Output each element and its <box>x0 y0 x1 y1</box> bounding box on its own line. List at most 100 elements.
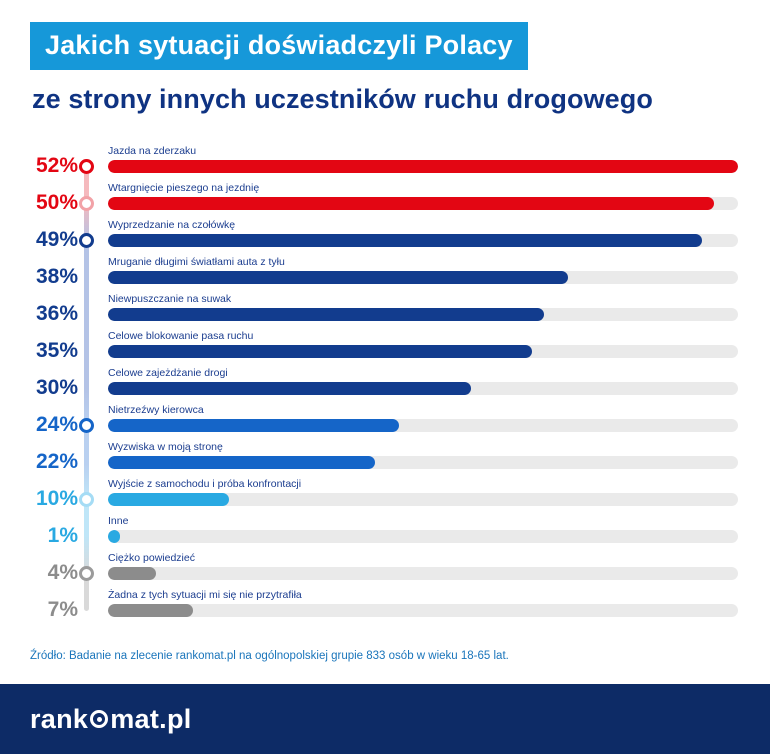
chart-row: 1% Inne <box>30 515 738 552</box>
bar-track <box>108 271 738 284</box>
row-bar-area: Żadna z tych sytuacji mi się nie przytra… <box>108 589 738 626</box>
bar <box>108 308 545 321</box>
category-spine-gradient <box>84 166 89 611</box>
bar-track <box>108 382 738 395</box>
row-marker-icon <box>79 566 94 581</box>
row-bar-area: Mruganie długimi światłami auta z tyłu <box>108 256 738 293</box>
bar-track <box>108 197 738 210</box>
chart-row: 4% Ciężko powiedzieć <box>30 552 738 589</box>
row-left: 10% <box>30 478 108 515</box>
percent-label: 24% <box>35 413 78 436</box>
percent-label: 22% <box>35 450 78 473</box>
bar-label: Ciężko powiedzieć <box>108 552 195 564</box>
row-left: 52% <box>30 145 108 182</box>
bar <box>108 271 569 284</box>
percent-label: 49% <box>35 228 78 251</box>
bar <box>108 197 714 210</box>
logo-text-after: mat.pl <box>110 703 192 734</box>
chart-row: 30% Celowe zajeżdżanie drogi <box>30 367 738 404</box>
bar-track <box>108 234 738 247</box>
header: Jakich sytuacji doświadczyli Polacy ze s… <box>0 0 770 115</box>
percent-label: 38% <box>35 265 78 288</box>
row-bar-area: Wyprzedzanie na czołówkę <box>108 219 738 256</box>
percent-label: 10% <box>35 487 78 510</box>
bar <box>108 567 157 580</box>
footer-bar: rank mat.pl <box>0 684 770 754</box>
bar-label: Żadna z tych sytuacji mi się nie przytra… <box>108 589 302 601</box>
percent-label: 52% <box>35 154 78 177</box>
chart-row: 52% Jazda na zderzaku <box>30 145 738 182</box>
row-left: 30% <box>30 367 108 404</box>
row-bar-area: Ciężko powiedzieć <box>108 552 738 589</box>
chart-row: 49% Wyprzedzanie na czołówkę <box>30 219 738 256</box>
row-marker-icon <box>79 159 94 174</box>
bar-track <box>108 567 738 580</box>
row-bar-area: Inne <box>108 515 738 552</box>
bar-track <box>108 419 738 432</box>
bar-track <box>108 345 738 358</box>
row-left: 36% <box>30 293 108 330</box>
bar-track <box>108 456 738 469</box>
logo-circle-icon <box>90 710 109 728</box>
row-left: 22% <box>30 441 108 478</box>
bar-track <box>108 493 738 506</box>
bar <box>108 604 193 617</box>
logo-text-before: rank <box>30 703 89 734</box>
row-bar-area: Celowe blokowanie pasa ruchu <box>108 330 738 367</box>
row-left: 4% <box>30 552 108 589</box>
row-marker-icon <box>79 418 94 433</box>
bar-label: Inne <box>108 515 129 527</box>
bar-track <box>108 530 738 543</box>
bar-label: Mruganie długimi światłami auta z tyłu <box>108 256 285 268</box>
percent-label: 7% <box>47 598 78 621</box>
row-left: 38% <box>30 256 108 293</box>
percent-label: 50% <box>35 191 78 214</box>
row-left: 7% <box>30 589 108 626</box>
row-bar-area: Celowe zajeżdżanie drogi <box>108 367 738 404</box>
row-left: 24% <box>30 404 108 441</box>
percent-label: 35% <box>35 339 78 362</box>
bar <box>108 530 121 543</box>
bar <box>108 234 702 247</box>
page-title-line1: Jakich sytuacji doświadczyli Polacy <box>45 30 513 60</box>
chart-rows: 52% Jazda na zderzaku 50% Wtargnięcie pi… <box>30 145 738 626</box>
bar-chart: 52% Jazda na zderzaku 50% Wtargnięcie pi… <box>30 145 738 626</box>
bar-label: Wyjście z samochodu i próba konfrontacji <box>108 478 302 490</box>
row-bar-area: Wyjście z samochodu i próba konfrontacji <box>108 478 738 515</box>
bar-track <box>108 604 738 617</box>
bar <box>108 456 375 469</box>
bar-label: Celowe blokowanie pasa ruchu <box>108 330 254 342</box>
chart-row: 50% Wtargnięcie pieszego na jezdnię <box>30 182 738 219</box>
chart-row: 22% Wyzwiska w moją stronę <box>30 441 738 478</box>
row-bar-area: Wtargnięcie pieszego na jezdnię <box>108 182 738 219</box>
rankomat-logo: rank mat.pl <box>30 704 192 735</box>
row-left: 49% <box>30 219 108 256</box>
bar-label: Nietrzeźwy kierowca <box>108 404 204 416</box>
chart-row: 35% Celowe blokowanie pasa ruchu <box>30 330 738 367</box>
row-left: 50% <box>30 182 108 219</box>
bar-label: Niewpuszczanie na suwak <box>108 293 232 305</box>
bar <box>108 160 738 173</box>
chart-row: 38% Mruganie długimi światłami auta z ty… <box>30 256 738 293</box>
row-bar-area: Niewpuszczanie na suwak <box>108 293 738 330</box>
row-bar-area: Jazda na zderzaku <box>108 145 738 182</box>
percent-label: 4% <box>47 561 78 584</box>
bar-track <box>108 308 738 321</box>
chart-row: 7% Żadna z tych sytuacji mi się nie przy… <box>30 589 738 626</box>
page-title-line2: ze strony innych uczestników ruchu drogo… <box>32 84 653 114</box>
bar <box>108 419 399 432</box>
row-bar-area: Wyzwiska w moją stronę <box>108 441 738 478</box>
bar-track <box>108 160 738 173</box>
chart-row: 24% Nietrzeźwy kierowca <box>30 404 738 441</box>
row-bar-area: Nietrzeźwy kierowca <box>108 404 738 441</box>
row-marker-icon <box>79 492 94 507</box>
chart-row: 36% Niewpuszczanie na suwak <box>30 293 738 330</box>
percent-label: 30% <box>35 376 78 399</box>
bar-label: Jazda na zderzaku <box>108 145 197 157</box>
row-marker-icon <box>79 233 94 248</box>
row-left: 35% <box>30 330 108 367</box>
bar-label: Wyzwiska w moją stronę <box>108 441 223 453</box>
chart-row: 10% Wyjście z samochodu i próba konfront… <box>30 478 738 515</box>
bar <box>108 345 533 358</box>
source-note: Źródło: Badanie na zlecenie rankomat.pl … <box>30 650 509 662</box>
